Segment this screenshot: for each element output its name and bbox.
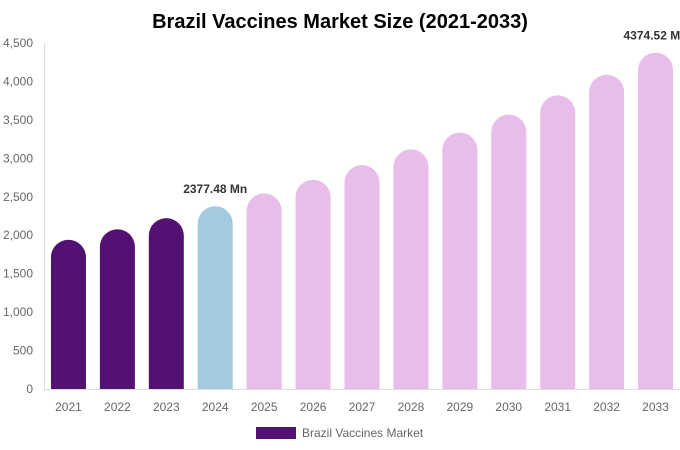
x-tick-label: 2027 bbox=[349, 400, 376, 414]
bar-2031[interactable] bbox=[540, 95, 576, 390]
bar-2027[interactable] bbox=[344, 165, 380, 389]
bar-2030[interactable] bbox=[491, 114, 527, 389]
bar-2032[interactable] bbox=[589, 74, 625, 389]
x-tick-label: 2025 bbox=[251, 400, 278, 414]
y-tick-label: 1,500 bbox=[3, 267, 33, 281]
bar-2028[interactable] bbox=[393, 149, 429, 389]
y-tick-label: 0 bbox=[26, 382, 33, 396]
bar-2029[interactable] bbox=[442, 132, 478, 389]
y-tick-label: 2,000 bbox=[3, 228, 33, 242]
y-tick-label: 3,000 bbox=[3, 151, 33, 165]
bar-2022[interactable] bbox=[99, 229, 135, 389]
legend-label: Brazil Vaccines Market bbox=[302, 426, 424, 440]
legend-swatch bbox=[256, 427, 296, 439]
bar-2023[interactable] bbox=[148, 218, 184, 389]
data-label-2024: 2377.48 Mn bbox=[183, 182, 247, 196]
x-tick-label: 2030 bbox=[495, 400, 522, 414]
bar-2024[interactable] bbox=[197, 206, 233, 389]
bar-2021[interactable] bbox=[50, 239, 86, 389]
y-tick-label: 500 bbox=[13, 344, 33, 358]
y-tick-label: 4,500 bbox=[3, 36, 33, 50]
chart-title: Brazil Vaccines Market Size (2021-2033) bbox=[152, 11, 528, 33]
x-tick-label: 2023 bbox=[153, 400, 180, 414]
y-tick-label: 2,500 bbox=[3, 190, 33, 204]
x-tick-label: 2021 bbox=[55, 400, 82, 414]
x-tick-label: 2024 bbox=[202, 400, 229, 414]
x-tick-label: 2022 bbox=[104, 400, 131, 414]
x-tick-label: 2026 bbox=[300, 400, 327, 414]
data-label-2033: 4374.52 Mn bbox=[624, 29, 680, 43]
legend[interactable]: Brazil Vaccines Market bbox=[256, 426, 424, 440]
x-tick-label: 2029 bbox=[446, 400, 473, 414]
y-tick-label: 3,500 bbox=[3, 113, 33, 127]
bar-2026[interactable] bbox=[295, 179, 331, 389]
x-tick-label: 2033 bbox=[642, 400, 669, 414]
x-tick-label: 2031 bbox=[544, 400, 571, 414]
bar-2033[interactable] bbox=[638, 52, 674, 390]
x-tick-label: 2032 bbox=[593, 400, 620, 414]
y-tick-label: 4,000 bbox=[3, 74, 33, 88]
y-tick-label: 1,000 bbox=[3, 305, 33, 319]
x-tick-label: 2028 bbox=[398, 400, 425, 414]
bar-2025[interactable] bbox=[246, 193, 282, 389]
